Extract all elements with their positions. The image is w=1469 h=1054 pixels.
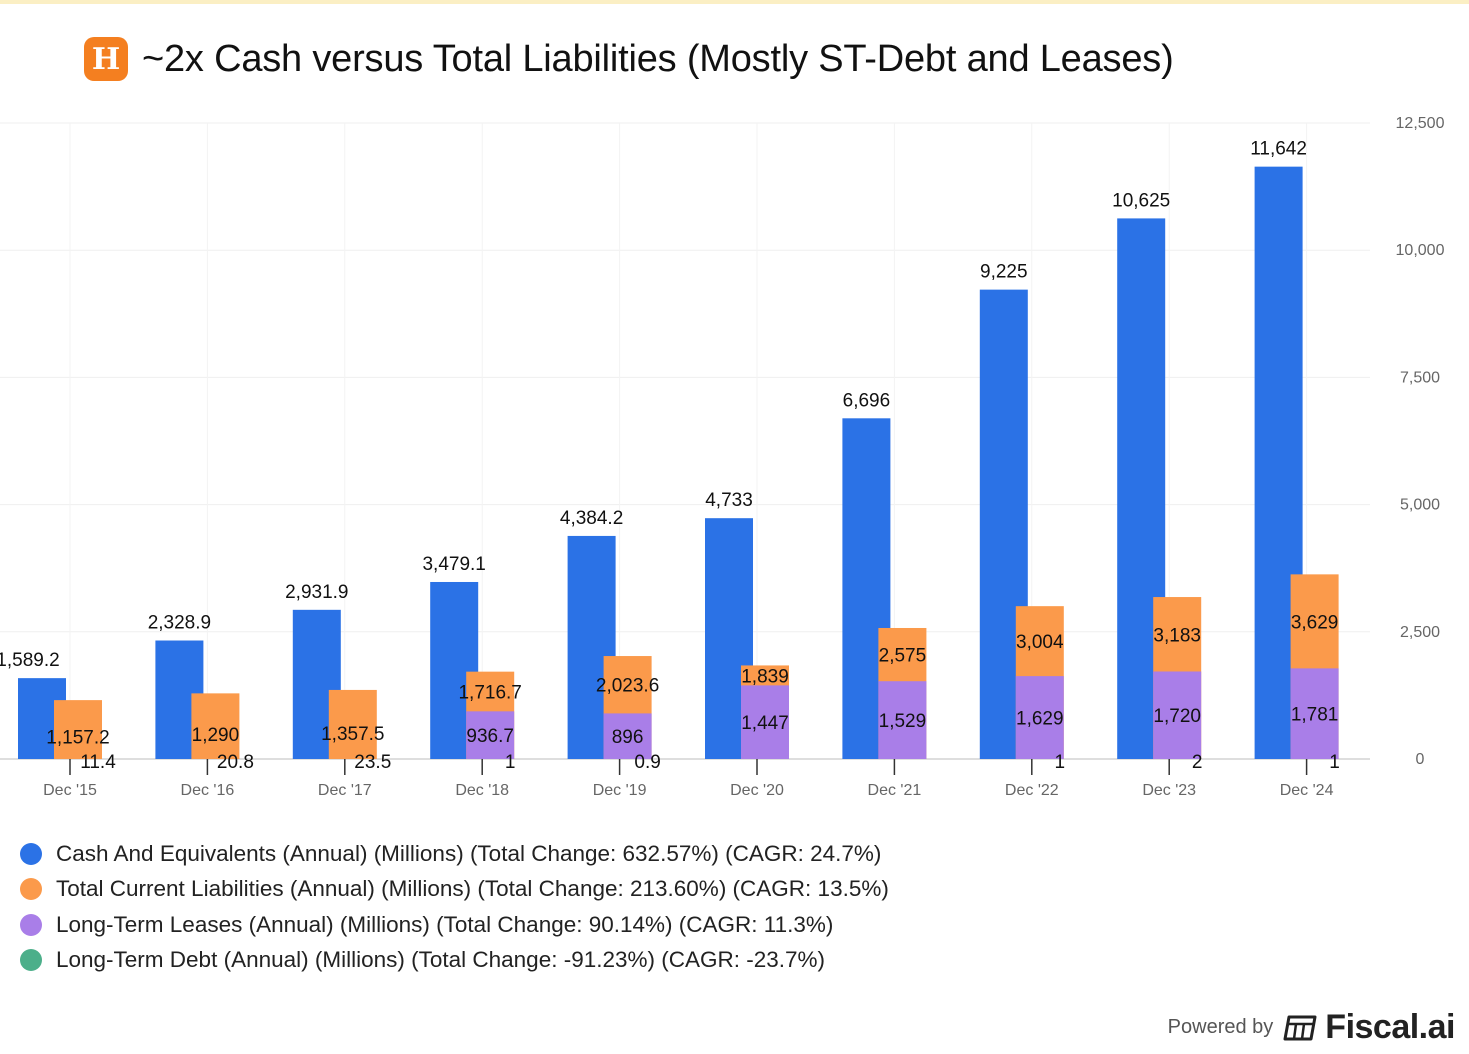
bar-current-liabilities: [54, 700, 102, 759]
legend-swatch-cash: [20, 842, 42, 865]
x-tick-label: Dec '16: [181, 782, 235, 799]
data-label-cash: 4,384.2: [560, 508, 623, 529]
data-label-long-term-debt: 11.4: [80, 752, 116, 773]
x-tick-label: Dec '15: [43, 782, 97, 799]
legend-swatch-long-term-leases: [20, 913, 42, 936]
data-label-current-liabilities: 1,839: [741, 666, 789, 687]
data-label-long-term-debt: 1: [505, 752, 516, 773]
bar-chart: 0 2,500 5,000 7,500 10,000 12,500 1,589.2 1,157…: [0, 115, 1445, 799]
company-logo-icon: H: [84, 37, 128, 81]
data-label-current-liabilities: 2,575: [879, 646, 927, 667]
brand-name: Fiscal.ai: [1325, 1008, 1455, 1046]
data-label-cash: 4,733: [705, 490, 753, 511]
top-accent-strip: [0, 0, 1469, 4]
data-label-current-liabilities: 1,290: [192, 725, 240, 746]
legend-label-cash: Cash And Equivalents (Annual) (Millions)…: [56, 840, 882, 866]
data-label-long-term-leases: 936.7: [466, 726, 514, 747]
data-label-current-liabilities: 3,004: [1016, 632, 1064, 653]
chart-legend: Cash And Equivalents (Annual) (Millions)…: [20, 836, 889, 978]
chart-header: H ~2x Cash versus Total Liabilities (Mos…: [84, 34, 1174, 84]
data-label-cash: 10,625: [1112, 190, 1170, 211]
bar-long-term-leases: [1290, 668, 1339, 759]
data-label-current-liabilities: 3,629: [1291, 612, 1339, 633]
x-tick-label: Dec '19: [593, 782, 647, 799]
data-label-cash: 2,931.9: [285, 582, 348, 603]
data-label-current-liabilities: 3,183: [1153, 625, 1201, 646]
x-tick-label: Dec '21: [868, 782, 922, 799]
data-label-cash: 3,479.1: [422, 554, 485, 575]
powered-by-text: Powered by: [1167, 1016, 1274, 1038]
data-label-cash: 9,225: [980, 262, 1028, 283]
legend-swatch-current-liabilities: [20, 878, 42, 901]
data-label-current-liabilities: 1,357.5: [321, 724, 384, 745]
bar-long-term-leases: [466, 711, 515, 759]
legend-item-cash[interactable]: Cash And Equivalents (Annual) (Millions)…: [20, 836, 889, 872]
y-tick-label: 7,500: [1400, 369, 1440, 386]
data-label-long-term-leases: 1,529: [879, 711, 927, 732]
data-label-long-term-leases: 896: [612, 727, 644, 748]
legend-label-long-term-debt: Long-Term Debt (Annual) (Millions) (Tota…: [56, 947, 826, 973]
bar-long-term-leases: [1153, 671, 1202, 759]
x-tick-label: Dec '17: [318, 782, 372, 799]
legend-label-current-liabilities: Total Current Liabilities (Annual) (Mill…: [56, 876, 889, 902]
y-tick-label: 2,500: [1400, 624, 1440, 641]
x-tick-label: Dec '22: [1005, 782, 1059, 799]
legend-label-long-term-leases: Long-Term Leases (Annual) (Millions) (To…: [56, 911, 834, 937]
data-label-long-term-leases: 1,781: [1291, 705, 1339, 726]
data-label-current-liabilities: 1,157.2: [46, 728, 109, 749]
data-label-cash: 2,328.9: [148, 613, 211, 634]
x-tick-label: Dec '23: [1142, 782, 1196, 799]
legend-item-current-liabilities[interactable]: Total Current Liabilities (Annual) (Mill…: [20, 872, 889, 908]
data-label-long-term-debt: 2: [1192, 752, 1203, 773]
bar-current-liabilities: [328, 689, 377, 759]
data-label-cash: 6,696: [843, 390, 891, 411]
y-tick-label: 10,000: [1396, 242, 1445, 259]
x-tick-label: Dec '24: [1280, 782, 1334, 799]
x-tick-label: Dec '20: [730, 782, 784, 799]
powered-by-footer[interactable]: Powered by Fiscal.ai: [1167, 1008, 1456, 1047]
data-label-long-term-debt: 20.8: [217, 752, 254, 773]
data-label-long-term-leases: 1,447: [741, 713, 789, 734]
data-label-long-term-leases: 1,629: [1016, 709, 1064, 730]
data-label-cash: 1,589.2: [0, 650, 60, 671]
legend-item-long-term-leases[interactable]: Long-Term Leases (Annual) (Millions) (To…: [20, 907, 889, 943]
data-label-long-term-debt: 0.9: [634, 752, 660, 773]
chart-title: ~2x Cash versus Total Liabilities (Mostl…: [142, 37, 1174, 80]
data-label-long-term-debt: 23.5: [354, 752, 391, 773]
y-tick-label: 12,500: [1396, 115, 1445, 132]
y-tick-label: 5,000: [1400, 497, 1440, 514]
bar-long-term-leases: [741, 685, 789, 759]
fiscal-logo-icon: [1283, 1015, 1317, 1040]
bar-long-term-leases: [603, 713, 652, 759]
legend-item-long-term-debt[interactable]: Long-Term Debt (Annual) (Millions) (Tota…: [20, 943, 889, 979]
bar-current-liabilities: [191, 693, 240, 759]
bar-long-term-leases: [878, 681, 927, 759]
data-label-long-term-debt: 1: [1055, 752, 1066, 773]
y-tick-label: 0: [1416, 751, 1425, 768]
data-label-current-liabilities: 2,023.6: [596, 676, 659, 697]
data-label-cash: 11,642: [1250, 139, 1307, 160]
data-label-long-term-leases: 1,720: [1153, 706, 1201, 727]
data-label-long-term-debt: 1: [1329, 752, 1340, 773]
data-label-current-liabilities: 1,716.7: [458, 682, 521, 703]
x-tick-label: Dec '18: [455, 782, 509, 799]
legend-swatch-long-term-debt: [20, 949, 42, 972]
bar-long-term-leases: [1015, 676, 1064, 759]
